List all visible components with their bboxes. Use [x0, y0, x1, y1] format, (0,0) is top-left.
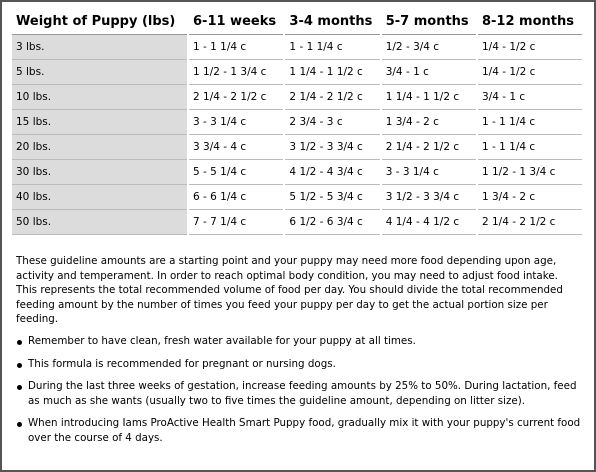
weight-cell: 5 lbs. [12, 59, 188, 85]
amount-cell: 3 - 3 1/4 c [379, 159, 477, 185]
weight-cell: 10 lbs. [12, 84, 188, 110]
bullet-item: This formula is recommended for pregnant… [16, 357, 582, 372]
amount-cell: 1/2 - 3/4 c [379, 34, 477, 60]
amount-cell: 5 1/2 - 5 3/4 c [283, 184, 381, 210]
amount-cell: 1 - 1 1/4 c [475, 109, 582, 135]
header-cell: 3-4 months [283, 9, 381, 35]
amount-cell: 3/4 - 1 c [475, 84, 582, 110]
bullet-item: Remember to have clean, fresh water avai… [16, 334, 582, 349]
amount-cell: 3 3/4 - 4 c [186, 134, 285, 160]
amount-cell: 2 1/4 - 2 1/2 c [379, 134, 477, 160]
amount-cell: 4 1/2 - 4 3/4 c [283, 159, 381, 185]
amount-cell: 2 1/4 - 2 1/2 c [186, 84, 285, 110]
amount-cell: 1 1/4 - 1 1/2 c [283, 59, 381, 85]
weight-cell: 15 lbs. [12, 109, 188, 135]
amount-cell: 3 1/2 - 3 3/4 c [283, 134, 381, 160]
header-cell: 6-11 weeks [186, 9, 285, 35]
header-cell: 5-7 months [379, 9, 477, 35]
bullet-item: When introducing Iams ProActive Health S… [16, 416, 582, 445]
amount-cell: 1 - 1 1/4 c [475, 134, 582, 160]
amount-cell: 1 1/2 - 1 3/4 c [186, 59, 285, 85]
amount-cell: 2 3/4 - 3 c [283, 109, 381, 135]
amount-cell: 3 1/2 - 3 3/4 c [379, 184, 477, 210]
weight-cell: 40 lbs. [12, 184, 188, 210]
weight-cell: 3 lbs. [12, 34, 188, 60]
weight-cell: 50 lbs. [12, 209, 188, 235]
weight-cell: 20 lbs. [12, 134, 188, 160]
amount-cell: 1 - 1 1/4 c [186, 34, 285, 60]
amount-cell: 6 1/2 - 6 3/4 c [283, 209, 381, 235]
amount-cell: 1 3/4 - 2 c [475, 184, 582, 210]
amount-cell: 3 - 3 1/4 c [186, 109, 285, 135]
amount-cell: 1/4 - 1/2 c [475, 59, 582, 85]
amount-cell: 7 - 7 1/4 c [186, 209, 285, 235]
header-row: Weight of Puppy (lbs) 6-11 weeks 3-4 month… [12, 9, 582, 35]
bullet-item: During the last three weeks of gestation… [16, 379, 582, 408]
amount-cell: 1 - 1 1/4 c [283, 34, 381, 60]
amount-cell: 1 3/4 - 2 c [379, 109, 477, 135]
amount-cell: 1 1/2 - 1 3/4 c [475, 159, 582, 185]
bullet-list: Remember to have clean, fresh water avai… [16, 334, 582, 453]
feeding-table: Weight of Puppy (lbs) 6-11 weeks 3-4 month… [12, 9, 582, 235]
amount-cell: 5 - 5 1/4 c [186, 159, 285, 185]
guideline-paragraph: These guideline amounts are a starting p… [16, 255, 563, 325]
header-cell: 8-12 months [475, 9, 582, 35]
weight-cell: 30 lbs. [12, 159, 188, 185]
amount-cell: 2 1/4 - 2 1/2 c [475, 209, 582, 235]
amount-cell: 1 1/4 - 1 1/2 c [379, 84, 477, 110]
amount-cell: 2 1/4 - 2 1/2 c [283, 84, 381, 110]
amount-cell: 1/4 - 1/2 c [475, 34, 582, 60]
header-cell: Weight of Puppy (lbs) [12, 9, 188, 35]
amount-cell: 6 - 6 1/4 c [186, 184, 285, 210]
amount-cell: 4 1/4 - 4 1/2 c [379, 209, 477, 235]
amount-cell: 3/4 - 1 c [379, 59, 477, 85]
